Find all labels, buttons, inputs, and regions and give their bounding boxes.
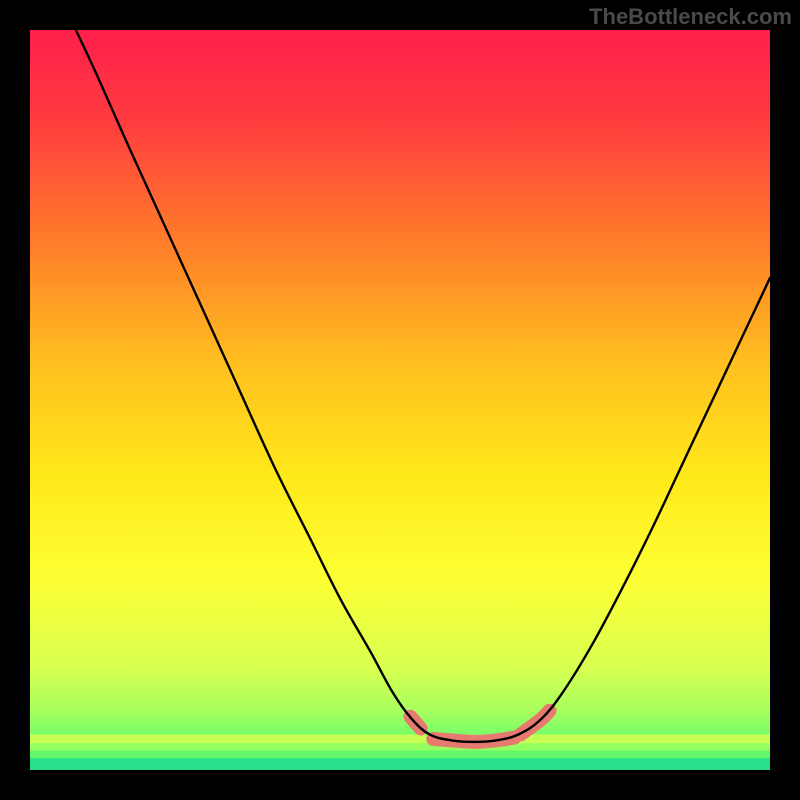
chart-svg <box>30 30 770 770</box>
watermark-text: TheBottleneck.com <box>589 4 792 30</box>
chart-container: TheBottleneck.com <box>0 0 800 800</box>
plot-area <box>30 30 770 770</box>
